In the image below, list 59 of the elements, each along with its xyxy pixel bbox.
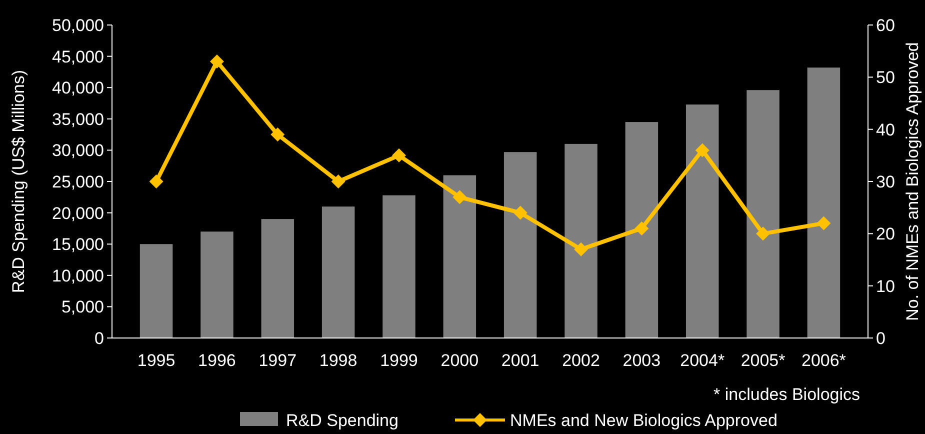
y-axis-title: R&D Spending (US$ Millions) — [9, 70, 28, 293]
x-tick-label: 2003 — [622, 351, 661, 370]
y-tick-label: 50,000 — [52, 16, 104, 35]
y-tick-label: 0 — [94, 329, 104, 348]
y2-axis-title: No. of NMEs and Biologics Approved — [903, 42, 922, 321]
point — [816, 216, 831, 230]
point — [331, 174, 346, 188]
y2-tick-label: 0 — [876, 329, 886, 348]
x-tick-label: 1997 — [258, 351, 297, 370]
x-tick-label: 2006* — [801, 351, 846, 370]
x-tick-label: 2004* — [680, 351, 725, 370]
x-tick-label: 2001 — [501, 351, 540, 370]
x-tick-label: 1995 — [137, 351, 176, 370]
x-tick-label: 2000 — [440, 351, 479, 370]
y-tick-label: 30,000 — [52, 141, 104, 160]
y-tick-label: 5,000 — [61, 298, 104, 317]
bar — [140, 244, 173, 338]
y-tick-label: 10,000 — [52, 266, 104, 286]
text: * includes Biologics — [714, 385, 860, 404]
point — [392, 148, 406, 162]
y-tick-label: 15,000 — [52, 235, 104, 254]
legend-label: NMEs and New Biologics Approved — [510, 411, 778, 430]
y-tick-label: 40,000 — [52, 78, 104, 98]
y2-tick-label: 40 — [876, 120, 895, 140]
point — [634, 221, 649, 236]
point — [756, 226, 770, 241]
bar — [443, 175, 476, 338]
y-tick-label: 25,000 — [52, 172, 104, 192]
y2-tick-label: 50 — [876, 68, 895, 88]
point — [210, 54, 224, 69]
bar — [504, 152, 537, 338]
bar — [200, 232, 234, 338]
point — [149, 174, 164, 188]
y-tick-label: 20,000 — [52, 204, 104, 223]
y-tick-label: 45,000 — [52, 47, 104, 66]
y2-tick-label: 20 — [876, 224, 895, 244]
x-tick-label: 1999 — [380, 351, 418, 370]
x-tick-label: 1996 — [198, 351, 236, 370]
bar — [261, 219, 294, 338]
bar — [625, 122, 658, 338]
point — [574, 242, 588, 256]
bar — [322, 206, 355, 338]
y-tick-label: 35,000 — [52, 110, 104, 129]
bar — [807, 68, 840, 338]
x-tick-label: 1998 — [319, 351, 358, 370]
x-tick-label: 2002 — [562, 351, 600, 370]
legend-label: R&D Spending — [286, 411, 398, 430]
bar — [382, 195, 416, 338]
bar — [686, 104, 719, 338]
y2-tick-label: 10 — [876, 276, 895, 296]
y2-tick-label: 60 — [876, 16, 895, 35]
point — [695, 143, 710, 158]
point — [452, 190, 467, 204]
x-tick-label: 2005* — [740, 351, 786, 370]
bar — [746, 90, 780, 338]
y2-tick-label: 30 — [876, 172, 895, 192]
point — [270, 128, 285, 142]
point — [513, 206, 528, 220]
bar — [564, 144, 598, 338]
